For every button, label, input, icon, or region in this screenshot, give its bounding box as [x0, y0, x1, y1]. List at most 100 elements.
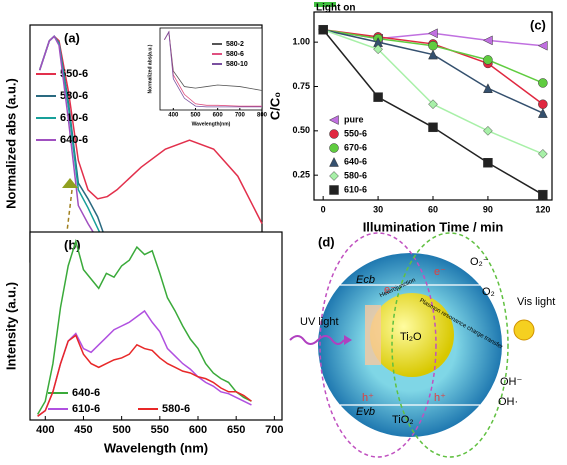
marker	[329, 129, 339, 139]
legend-label: 640-6	[72, 387, 100, 399]
y-tick-label: 0.25	[292, 170, 310, 180]
uv-wave	[289, 335, 345, 345]
shoulder-arrow	[62, 178, 78, 188]
electron-label: e⁻	[434, 266, 446, 278]
x-tick-label: 700	[235, 113, 246, 119]
core-label: Ti₂O	[400, 331, 422, 343]
marker	[373, 92, 383, 102]
series-line	[37, 309, 252, 417]
marker	[428, 122, 438, 133]
legend-label: 580-2	[226, 41, 244, 48]
x-tick-label: 400	[36, 424, 54, 436]
legend-label: 550-6	[344, 128, 367, 138]
transfer-arrow	[365, 305, 381, 365]
x-tick-label: 500	[190, 113, 201, 119]
y-axis-label: C/C₀	[267, 92, 282, 120]
oh-label: OH·	[498, 396, 518, 408]
marker	[329, 143, 339, 153]
x-tick-label: 30	[373, 204, 383, 214]
x-tick-label: 800	[257, 113, 268, 119]
x-tick-label: 600	[213, 113, 224, 119]
hole-label: h⁺	[434, 392, 446, 404]
marker	[483, 125, 493, 136]
series-line	[36, 238, 252, 415]
light-bar	[314, 2, 336, 7]
marker	[482, 35, 493, 46]
ellipse-vis	[391, 232, 509, 458]
uv-label: UV light	[300, 316, 339, 328]
core	[370, 293, 454, 377]
o2minus-label: O₂⁻	[470, 256, 489, 268]
marker	[318, 24, 328, 35]
y-axis-label: Normalized abs (a.u.)	[3, 78, 18, 209]
x-axis-label: Illumination Time / min	[363, 219, 504, 234]
legend-label: 580-6	[226, 51, 244, 58]
x-tick-label: 90	[483, 204, 493, 214]
x-tick-label: 600	[189, 424, 207, 436]
marker	[483, 55, 493, 65]
uv-arrow	[344, 335, 352, 345]
x-tick-label: 400	[168, 113, 179, 119]
marker	[427, 28, 438, 39]
marker	[329, 171, 339, 181]
x-tick-label: 120	[535, 204, 550, 214]
marker	[538, 189, 548, 200]
y-tick-label: 0.50	[292, 125, 310, 135]
panel-label: (d)	[318, 234, 335, 249]
panel-label: (c)	[530, 17, 546, 32]
ohminus-label: OH⁻	[500, 376, 523, 388]
legend-label: 640-6	[60, 134, 88, 146]
marker	[537, 108, 548, 118]
marker	[328, 115, 339, 125]
panel-label: (a)	[64, 30, 80, 45]
y-axis-label: Intensity (a.u.)	[3, 282, 18, 370]
y-tick-label: 1.00	[292, 37, 310, 47]
legend-label: 610-6	[344, 184, 367, 194]
legend-label: pure	[344, 114, 364, 124]
evb-label: Evb	[356, 406, 375, 418]
marker	[538, 99, 548, 109]
hole-label: h⁺	[362, 392, 374, 404]
legend-label: 610-6	[72, 403, 100, 415]
marker	[329, 156, 339, 167]
marker	[537, 40, 548, 51]
vis-label: Vis light	[517, 296, 555, 308]
x-tick-label: 550	[151, 424, 169, 436]
x-tick-label: 700	[265, 424, 283, 436]
marker	[428, 99, 438, 110]
o2-label: O₂	[482, 286, 495, 298]
legend-label: 550-6	[60, 68, 88, 80]
shoulder-guide	[65, 189, 73, 241]
marker	[538, 78, 548, 88]
ellipse-uv	[319, 232, 437, 458]
electron-label: e⁻	[384, 284, 396, 296]
x-tick-label: 650	[227, 424, 245, 436]
x-tick-label: 500	[112, 424, 130, 436]
legend-label: 580-10	[226, 61, 248, 68]
x-tick-label: 0	[321, 204, 326, 214]
ecb-label: Ecb	[356, 274, 375, 286]
sun	[513, 319, 535, 341]
marker	[428, 40, 438, 51]
marker	[483, 83, 493, 94]
marker	[329, 185, 339, 195]
legend-label: 640-6	[344, 156, 367, 166]
legend-label: 610-6	[60, 112, 88, 124]
shell-label: TiO₂	[392, 414, 414, 426]
series-line	[37, 334, 252, 417]
plot-frame	[159, 27, 263, 111]
annotation: Light on	[316, 3, 355, 14]
diagram: (d) UV light Vis light Ecb Evb e⁻ e⁻ h⁺ …	[289, 232, 555, 458]
marker	[537, 149, 548, 159]
x-tick-label: 450	[74, 424, 92, 436]
x-tick-label: 60	[428, 204, 438, 214]
x-axis-label: Wavelength (nm)	[104, 440, 208, 455]
marker	[483, 158, 493, 168]
x-axis-label: Wavelength(nm)	[192, 121, 231, 127]
y-axis-label: Normalized abs(a.u.)	[147, 44, 153, 93]
legend-label: 580-6	[162, 403, 190, 415]
marker	[373, 44, 383, 55]
series-line	[164, 30, 262, 108]
legend-label: 580-6	[344, 170, 367, 180]
